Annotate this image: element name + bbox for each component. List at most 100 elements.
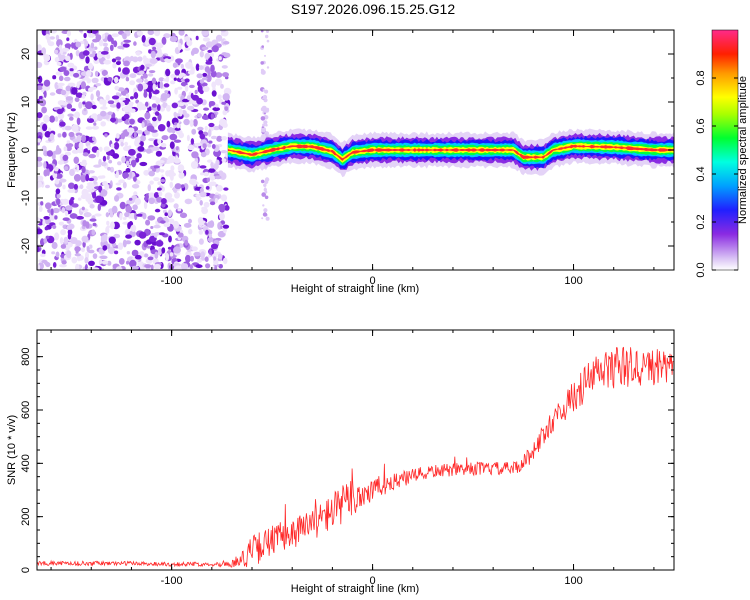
noise-blob — [193, 118, 198, 127]
noise-blob — [92, 125, 99, 130]
noise-blob — [107, 111, 113, 116]
noise-blob — [40, 201, 44, 206]
noise-blob — [204, 125, 208, 131]
noise-blob — [143, 169, 150, 176]
noise-blob — [220, 83, 224, 89]
noise-blob — [115, 133, 120, 139]
noise-blob — [43, 79, 51, 87]
noise-blob — [169, 181, 174, 189]
noise-blob — [75, 50, 80, 57]
noise-blob — [209, 101, 216, 106]
snr-x-label: Height of straight line (km) — [291, 583, 419, 595]
noise-blob — [70, 197, 75, 201]
noise-blob — [147, 73, 154, 77]
noise-blob — [188, 228, 193, 235]
noise-blob — [61, 260, 67, 265]
noise-blob — [178, 73, 183, 79]
noise-blob — [76, 81, 80, 89]
noise-blob — [37, 228, 43, 235]
noise-blob — [54, 178, 60, 185]
noise-blob — [107, 34, 113, 42]
noise-blob — [45, 235, 50, 239]
noise-blob — [64, 125, 72, 131]
noise-blob — [82, 91, 87, 96]
noise-blob — [210, 243, 219, 250]
noise-blob — [150, 264, 154, 270]
noise-blob — [125, 93, 130, 99]
noise-blob — [208, 122, 215, 128]
noise-blob — [101, 161, 107, 167]
noise-blob — [163, 33, 171, 39]
noise-blob — [208, 140, 213, 144]
colorbar-tick-label: 0.8 — [695, 70, 707, 85]
noise-blob — [37, 112, 43, 119]
noise-blob — [266, 30, 269, 33]
noise-blob — [178, 30, 185, 36]
noise-blob — [44, 218, 51, 225]
noise-blob — [109, 212, 114, 218]
noise-blob — [99, 146, 103, 152]
noise-blob — [125, 205, 132, 214]
noise-blob — [151, 103, 157, 108]
noise-blob — [106, 155, 110, 161]
noise-blob — [195, 194, 201, 197]
noise-blob — [216, 135, 223, 142]
noise-blob — [92, 191, 97, 199]
noise-blob — [101, 69, 108, 77]
noise-blob — [59, 121, 66, 127]
spectrogram-plot-area — [37, 30, 674, 270]
noise-blob — [222, 93, 230, 101]
noise-blob — [163, 83, 170, 88]
noise-blob — [198, 238, 204, 245]
noise-blob — [190, 161, 199, 169]
noise-blob — [184, 85, 189, 92]
noise-blob — [191, 151, 199, 159]
noise-blob — [147, 80, 154, 86]
noise-blob — [104, 183, 110, 191]
noise-blob — [202, 143, 207, 149]
noise-blob — [193, 178, 197, 187]
noise-blob — [176, 129, 183, 135]
noise-blob — [105, 94, 110, 101]
noise-blob — [66, 37, 70, 42]
noise-blob — [122, 43, 130, 48]
noise-blob — [262, 204, 265, 207]
colorbar-tick-label: 0.4 — [695, 166, 707, 181]
noise-blob — [127, 148, 136, 156]
noise-blob — [261, 192, 267, 197]
spectrogram-x-label: Height of straight line (km) — [291, 283, 419, 295]
noise-blob — [264, 177, 270, 182]
noise-blob — [149, 58, 158, 64]
noise-blob — [65, 205, 73, 211]
noise-blob — [117, 161, 122, 166]
noise-blob — [195, 35, 199, 41]
noise-blob — [148, 37, 156, 46]
noise-blob — [204, 256, 209, 263]
noise-blob — [123, 60, 130, 67]
noise-blob — [37, 61, 43, 69]
noise-blob — [37, 264, 41, 270]
noise-blob — [178, 101, 185, 107]
y-tick-label: -10 — [20, 190, 32, 206]
noise-blob — [115, 182, 122, 186]
noise-blob — [214, 265, 218, 270]
noise-blob — [66, 103, 73, 110]
noise-blob — [191, 128, 197, 135]
noise-blob — [108, 184, 112, 189]
noise-blob — [137, 146, 145, 152]
noise-blob — [53, 167, 59, 172]
snr-panel: -100 0 100 0 200 400 600 800 Height of straigh… — [6, 329, 675, 595]
snr-x-ticks: -100 0 100 — [50, 330, 655, 587]
noise-blob — [222, 109, 228, 116]
noise-blob — [201, 30, 209, 36]
noise-blob — [75, 263, 80, 270]
noise-blob — [213, 163, 219, 170]
noise-blob — [261, 45, 265, 48]
noise-blob — [224, 106, 229, 111]
noise-blob — [207, 49, 213, 54]
noise-blob — [87, 189, 95, 193]
noise-blob — [88, 260, 95, 266]
noise-blob — [159, 81, 164, 89]
noise-blob — [134, 197, 141, 206]
noise-blob — [161, 36, 167, 45]
